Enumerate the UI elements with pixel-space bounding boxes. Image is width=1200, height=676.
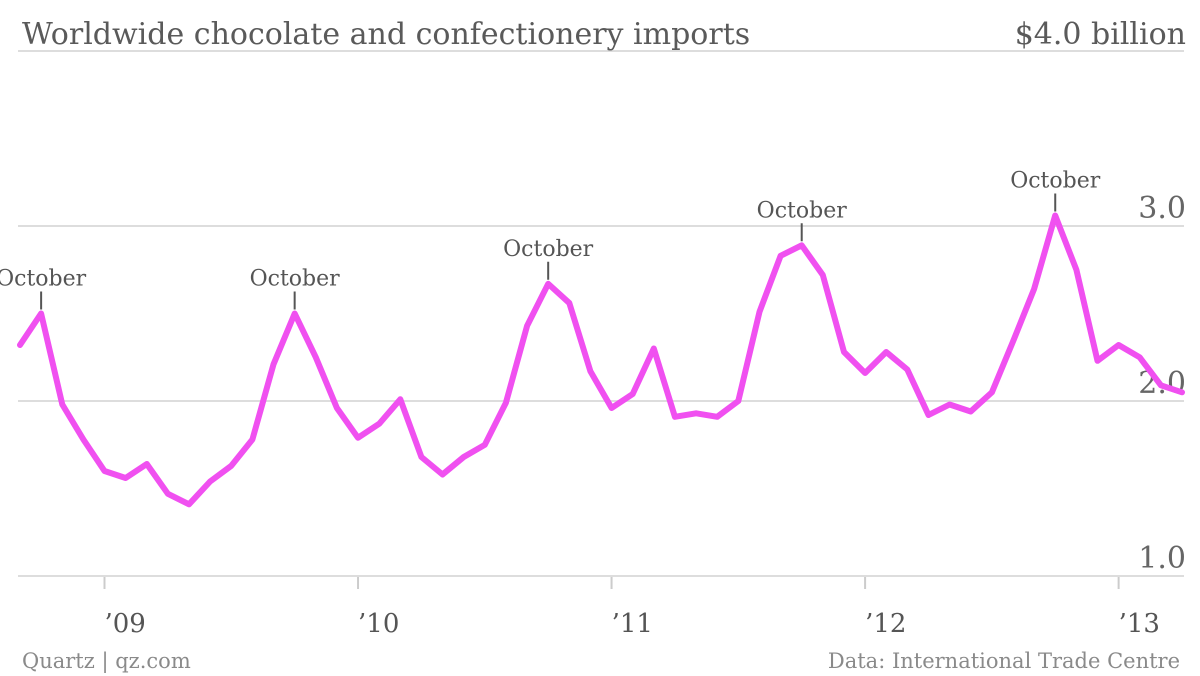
y-top-value-label: $4.0 billion: [1015, 17, 1186, 52]
x-tick-label: ’12: [865, 609, 906, 639]
x-axis-ticks: ’09 ’10 ’11 ’12 ’13: [103, 577, 1160, 639]
y-tick-label: 1.0: [1138, 541, 1186, 576]
chart-title: Worldwide chocolate and confectionery im…: [22, 17, 750, 52]
gridlines: [18, 50, 1184, 577]
x-tick-label: ’10: [358, 609, 399, 639]
x-tick-label: ’13: [1119, 609, 1160, 639]
footer-source-left: Quartz | qz.com: [22, 649, 191, 674]
annotation-label: October: [0, 267, 87, 292]
annotation-label: October: [1010, 169, 1101, 194]
y-tick-label: 3.0: [1138, 191, 1186, 226]
annotation-label: October: [503, 237, 594, 262]
annotation-label: October: [757, 198, 848, 223]
footer-source-right: Data: International Trade Centre: [828, 649, 1180, 673]
x-tick-label: ’09: [105, 609, 146, 639]
annotations: October October October October October: [0, 169, 1101, 310]
annotation-label: October: [250, 267, 341, 292]
x-tick-label: ’11: [612, 609, 653, 639]
series-line: [17, 212, 1185, 508]
series-group: [17, 212, 1185, 508]
